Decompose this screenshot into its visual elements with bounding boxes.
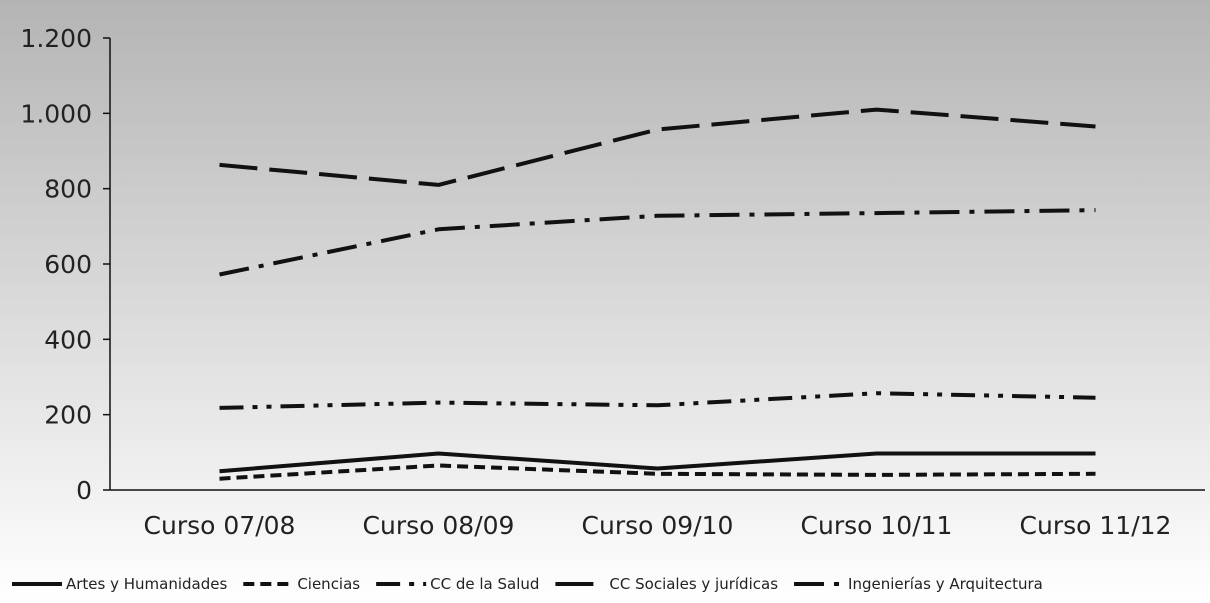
series-line-ciencias <box>219 463 1096 481</box>
x-category-label: Curso 09/10 <box>582 511 734 540</box>
legend-label: CC Sociales y jurídicas <box>609 575 778 593</box>
legend-label: Artes y Humanidades <box>66 575 227 593</box>
legend-item-artes-y-humanidades: Artes y Humanidades <box>12 575 227 593</box>
legend-label: Ingenierías y Arquitectura <box>848 575 1043 593</box>
y-tick-label: 0 <box>76 476 92 505</box>
y-tick-label: 800 <box>44 175 92 204</box>
legend-label: CC de la Salud <box>430 575 539 593</box>
legend-item-ciencias: Ciencias <box>243 575 360 593</box>
series-lines <box>219 107 1096 481</box>
legend-item-cc-de-la-salud: CC de la Salud <box>376 575 539 593</box>
legend-label: Ciencias <box>297 575 360 593</box>
series-line-cc-de-la-salud <box>219 391 1096 410</box>
x-category-label: Curso 07/08 <box>144 511 296 540</box>
y-tick-label: 1.200 <box>20 24 92 53</box>
legend-item-ingenierias-y-arquitectura: Ingenierías y Arquitectura <box>794 575 1043 593</box>
legend: Artes y Humanidades Ciencias CC de la Salu… <box>12 575 1043 593</box>
y-tick-label: 200 <box>44 401 92 430</box>
legend-item-cc-sociales-y-juridicas: CC Sociales y jurídicas <box>555 575 778 593</box>
x-category-label: Curso 11/12 <box>1020 511 1172 540</box>
series-line-artes-y-humanidades <box>219 451 1096 474</box>
x-category-label: Curso 08/09 <box>363 511 515 540</box>
y-tick-label: 600 <box>44 250 92 279</box>
x-category-label: Curso 10/11 <box>801 511 953 540</box>
y-tick-label: 1.000 <box>20 99 92 128</box>
series-line-ingenierias-y-arquitectura <box>219 208 1096 277</box>
y-axis-ticks: 0 200 400 600 800 1.000 1.200 <box>20 24 110 505</box>
x-axis-categories: Curso 07/08 Curso 08/09 Curso 09/10 Curso 1… <box>144 511 1172 540</box>
y-tick-label: 400 <box>44 325 92 354</box>
